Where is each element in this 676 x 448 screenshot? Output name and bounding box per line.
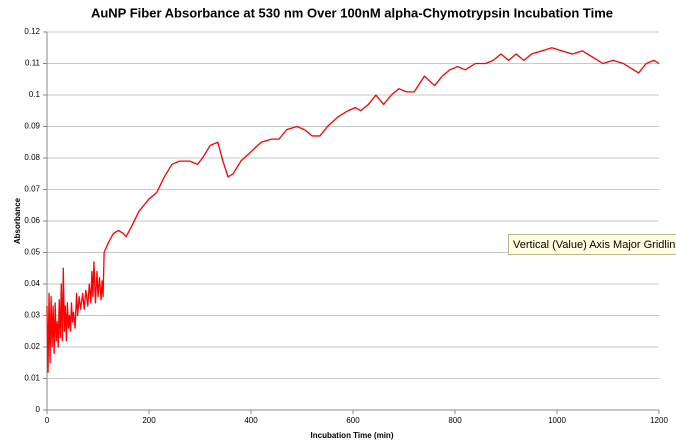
x-tick-label: 800: [448, 416, 462, 425]
x-tick-label: 1000: [548, 416, 566, 425]
x-tick-label: 0: [45, 416, 50, 425]
y-tick-label: 0.06: [24, 216, 40, 225]
y-tick-label: 0.11: [25, 59, 41, 68]
chart-title: AuNP Fiber Absorbance at 530 nm Over 100…: [91, 5, 613, 20]
y-tick-label: 0.07: [24, 185, 40, 194]
y-tick-label: 0.1: [29, 90, 41, 99]
y-tick-label: 0.08: [24, 153, 40, 162]
y-tick-label: 0.03: [24, 311, 40, 320]
y-tick-label: 0.12: [24, 27, 40, 36]
x-tick-label: 1200: [650, 416, 668, 425]
y-tick-label: 0.01: [24, 374, 40, 383]
y-axis-label: Absorbance: [13, 197, 22, 244]
y-tick-label: 0: [36, 405, 41, 414]
y-tick-label: 0.04: [24, 279, 40, 288]
x-tick-label: 200: [142, 416, 156, 425]
x-tick-label: 400: [244, 416, 258, 425]
x-tick-label: 600: [346, 416, 360, 425]
y-tick-label: 0.09: [24, 122, 40, 131]
y-tick-label: 0.05: [24, 248, 40, 257]
x-axis-label: Incubation Time (min): [311, 431, 394, 440]
y-tick-label: 0.02: [24, 342, 40, 351]
data-line: [46, 47, 660, 373]
tooltip: Vertical (Value) Axis Major Gridlin: [508, 234, 676, 255]
